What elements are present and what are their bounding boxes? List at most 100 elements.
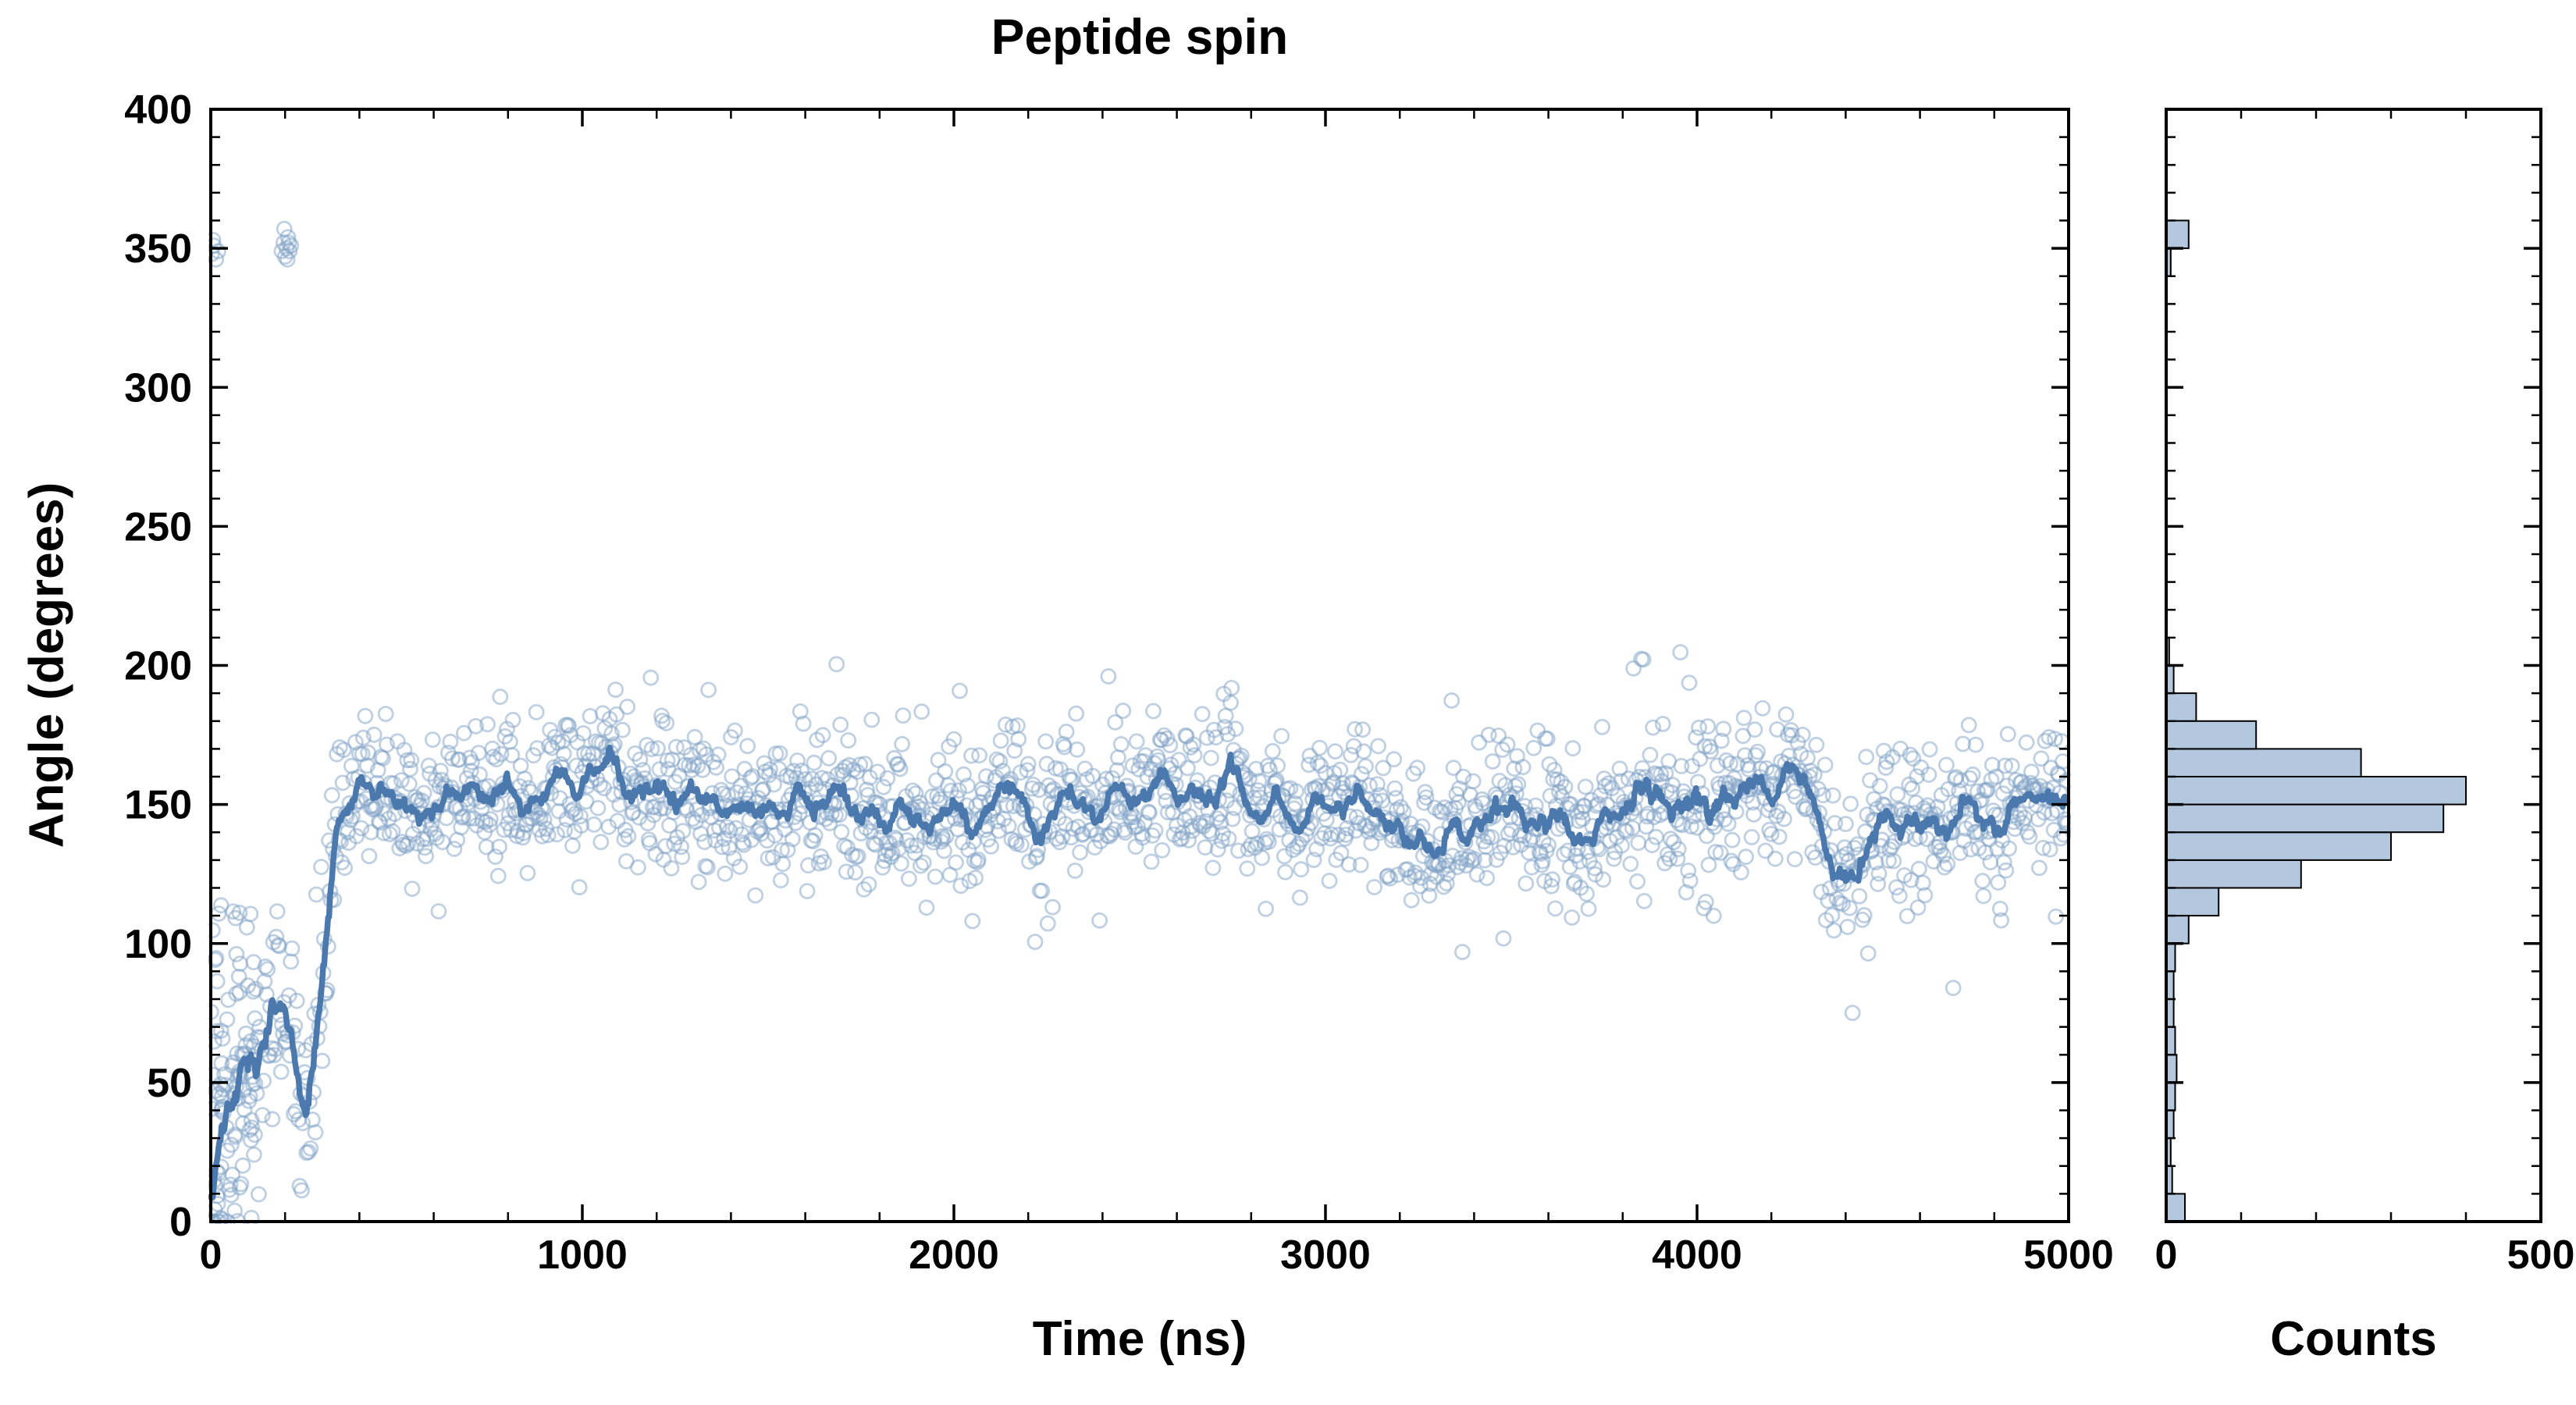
data-point — [1203, 749, 1219, 767]
data-point — [696, 834, 713, 850]
data-point — [955, 766, 972, 783]
data-point — [692, 825, 709, 842]
data-point — [603, 725, 620, 742]
data-point — [789, 752, 806, 769]
data-point — [1815, 787, 1832, 804]
data-point — [519, 865, 536, 881]
data-point — [1955, 735, 1972, 752]
data-point — [1556, 845, 1572, 863]
data-point — [462, 763, 479, 780]
data-point — [259, 961, 276, 978]
data-point — [213, 1055, 230, 1072]
data-point — [444, 750, 461, 767]
y-tick-label: 0 — [169, 1200, 192, 1245]
data-point — [1019, 762, 1036, 779]
data-point — [1510, 776, 1527, 793]
data-point — [210, 905, 227, 922]
data-point — [814, 727, 831, 744]
data-point — [1468, 866, 1485, 883]
data-point — [1786, 851, 1803, 868]
y-tick-label: 50 — [147, 1061, 192, 1106]
axes: 0 1000 2000 3000 4000 50000501001502002503003… — [124, 87, 2574, 1278]
x-tick-label: 500 — [2507, 1232, 2575, 1278]
data-point — [1681, 674, 1698, 692]
data-point — [269, 903, 286, 919]
data-point — [375, 824, 393, 841]
data-point — [1438, 875, 1455, 892]
data-point — [1964, 766, 1981, 783]
data-point — [893, 855, 909, 872]
data-point — [1327, 743, 1343, 759]
data-point — [255, 1072, 272, 1089]
data-point — [1612, 773, 1629, 789]
data-point — [1170, 752, 1187, 768]
data-point — [771, 745, 788, 762]
data-point — [1672, 644, 1689, 660]
data-point — [503, 747, 521, 763]
data-point — [1611, 760, 1628, 777]
data-point — [1112, 736, 1130, 752]
data-point — [2033, 750, 2050, 767]
data-point — [963, 747, 980, 764]
data-point — [1680, 863, 1697, 879]
data-point — [820, 750, 838, 767]
data-point — [1258, 901, 1274, 917]
data-point — [1703, 743, 1719, 759]
data-point — [1494, 742, 1511, 758]
data-point — [927, 868, 944, 885]
data-point — [860, 876, 877, 893]
data-point — [1332, 845, 1350, 862]
data-point — [1525, 739, 1542, 756]
data-point — [1209, 841, 1226, 858]
data-point — [1870, 876, 1887, 892]
hist-bar — [2165, 748, 2362, 778]
data-point — [308, 886, 325, 903]
data-point — [2037, 732, 2054, 749]
data-point — [1625, 660, 1642, 677]
data-point — [1321, 873, 1338, 889]
data-point — [1158, 792, 1175, 809]
data-point — [247, 1010, 264, 1027]
data-point — [1539, 731, 1556, 747]
data-point — [1936, 859, 1953, 876]
data-point — [250, 1186, 267, 1203]
data-point — [766, 776, 782, 793]
data-point — [1654, 716, 1671, 732]
data-point — [1647, 828, 1664, 845]
data-point — [493, 745, 510, 763]
data-point — [1856, 907, 1873, 923]
data-point — [828, 656, 845, 673]
data-point — [1382, 870, 1399, 887]
spines — [2165, 108, 2542, 1223]
data-point — [482, 811, 499, 827]
data-point — [1991, 901, 2008, 917]
data-point — [1471, 734, 1488, 751]
data-point — [1497, 777, 1514, 794]
data-point — [2003, 757, 2020, 774]
data-point — [1340, 856, 1357, 873]
x-tick-label: 5000 — [2023, 1232, 2114, 1278]
data-point — [713, 838, 731, 855]
data-point — [1962, 770, 1978, 787]
data-point — [1224, 810, 1241, 827]
data-point — [879, 770, 896, 787]
data-point — [244, 1119, 261, 1136]
data-point — [1630, 834, 1647, 852]
data-point — [496, 728, 514, 745]
hist-bar — [2165, 887, 2220, 917]
data-point — [1443, 692, 1460, 709]
data-point — [964, 912, 981, 930]
data-point — [1173, 830, 1190, 847]
data-point — [1891, 887, 1908, 905]
data-point — [1732, 864, 1749, 880]
data-point — [2041, 841, 2058, 858]
data-point — [571, 879, 588, 896]
data-point — [1154, 841, 1171, 859]
data-point — [792, 703, 809, 720]
data-point — [1484, 753, 1501, 770]
data-point — [1454, 944, 1471, 960]
data-point — [1794, 727, 1811, 743]
spines — [209, 108, 2070, 1223]
data-point — [1440, 857, 1457, 874]
data-point — [1269, 757, 1286, 774]
